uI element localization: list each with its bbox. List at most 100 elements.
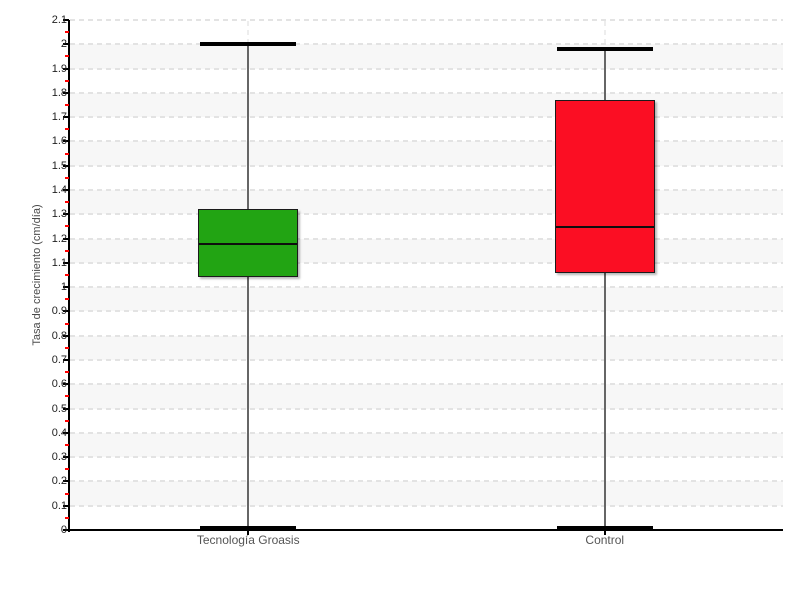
gridline-h: [70, 91, 783, 94]
grid-band: [70, 44, 783, 69]
y-minor-tick: [65, 152, 69, 155]
gridline-h: [70, 480, 783, 483]
median-line: [555, 226, 654, 229]
whisker-cap-top: [200, 42, 297, 47]
whisker-line: [247, 44, 250, 530]
y-tick-label: 0.4: [51, 426, 67, 439]
x-category-label: Tecnología Groasis: [196, 533, 300, 547]
y-tick-label: 1.9: [51, 62, 67, 75]
y-minor-tick: [65, 176, 69, 179]
whisker-cap-bottom: [200, 526, 297, 530]
whisker-line: [603, 49, 606, 530]
grid-band: [70, 190, 783, 215]
y-minor-tick: [65, 31, 69, 34]
median-line: [199, 243, 298, 246]
y-minor-tick: [65, 346, 69, 349]
y-tick-label: 1.5: [51, 159, 67, 172]
x-category-label: Control: [585, 533, 625, 547]
y-major-tick: [63, 43, 69, 46]
y-minor-tick: [65, 419, 69, 422]
y-tick-label: 0: [60, 524, 67, 536]
y-minor-tick: [65, 79, 69, 82]
y-minor-tick: [65, 128, 69, 131]
y-minor-tick: [65, 104, 69, 106]
y-tick-label: 1.8: [51, 86, 67, 99]
y-tick-label: 1.2: [51, 232, 67, 245]
y-minor-tick: [65, 55, 69, 58]
gridline-h: [70, 334, 783, 337]
gridline-h: [70, 116, 783, 119]
y-minor-tick: [65, 249, 69, 252]
gridline-h: [70, 286, 783, 289]
gridline-h: [70, 237, 783, 240]
gridline-h: [70, 213, 783, 216]
grid-band: [70, 384, 783, 409]
y-major-tick: [63, 407, 69, 410]
y-minor-tick: [65, 444, 69, 446]
grid-band: [70, 432, 783, 458]
y-tick-label: 2: [60, 38, 67, 51]
gridline-h: [70, 164, 783, 167]
y-major-tick: [63, 480, 69, 483]
gridline-h: [70, 456, 783, 459]
y-major-tick: [63, 334, 69, 337]
y-minor-tick: [65, 468, 69, 471]
y-major-tick: [63, 431, 69, 434]
y-tick-label: 1.6: [51, 135, 67, 148]
grid-band: [70, 92, 783, 118]
gridline-h: [70, 67, 783, 70]
gridline-h: [70, 431, 783, 434]
gridline-h: [70, 310, 783, 313]
y-minor-tick: [65, 395, 69, 398]
y-minor-tick: [65, 492, 69, 495]
gridline-h: [70, 407, 783, 410]
gridline-h: [70, 19, 783, 21]
gridline-h: [70, 504, 783, 507]
y-tick-label: 1.1: [51, 256, 67, 269]
y-major-tick: [63, 529, 69, 531]
gridline-h: [70, 140, 783, 143]
whisker-cap-bottom: [556, 526, 653, 530]
x-category-tick: [247, 531, 250, 535]
y-tick-label: 0.9: [51, 305, 67, 318]
grid-band: [70, 238, 783, 263]
x-axis-line: [68, 529, 783, 531]
y-tick-label: 0.6: [51, 378, 67, 391]
y-tick-label: 1.3: [51, 208, 67, 221]
y-tick-label: 0.8: [51, 329, 67, 342]
y-minor-tick: [65, 201, 69, 204]
y-tick-label: 1: [60, 281, 67, 294]
y-axis-line: [68, 20, 70, 532]
y-tick-label: 1.7: [51, 111, 67, 124]
y-tick-label: 0.1: [51, 499, 67, 512]
y-minor-tick: [65, 274, 69, 276]
y-major-tick: [63, 504, 69, 507]
y-major-tick: [63, 310, 69, 313]
grid-band: [70, 141, 783, 166]
y-tick-label: 0.2: [51, 475, 67, 488]
y-major-tick: [63, 383, 69, 386]
y-major-tick: [63, 140, 69, 143]
y-tick-label: 0.7: [51, 354, 67, 366]
y-major-tick: [63, 189, 69, 191]
y-major-tick: [63, 67, 69, 70]
y-minor-tick: [65, 322, 69, 325]
box: [554, 100, 655, 273]
whisker-cap-top: [556, 47, 653, 52]
y-minor-tick: [65, 516, 69, 519]
gridline-h: [70, 383, 783, 386]
y-minor-tick: [65, 225, 69, 228]
gridline-h: [70, 261, 783, 264]
y-minor-tick: [65, 298, 69, 301]
y-tick-label: 1.4: [51, 184, 67, 196]
y-major-tick: [63, 456, 69, 459]
y-tick-label: 2.1: [51, 14, 67, 26]
y-major-tick: [63, 213, 69, 216]
y-major-tick: [63, 19, 69, 21]
y-major-tick: [63, 261, 69, 264]
gridline-h: [70, 43, 783, 46]
gridline-h: [70, 359, 783, 361]
y-tick-label: 0.3: [51, 451, 67, 464]
